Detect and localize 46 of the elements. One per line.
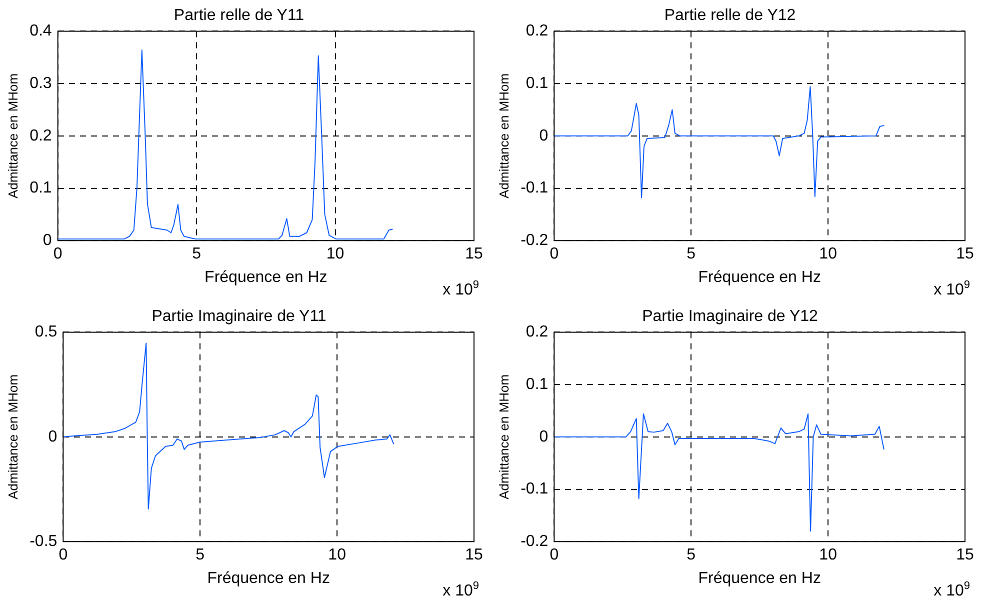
y-tick-label: -0.2 [520, 232, 548, 250]
y-tick-label: 0.4 [30, 22, 52, 40]
x-tick-label: 5 [192, 246, 202, 263]
y-tick-label: 0.3 [30, 74, 52, 92]
y-tick-label: -0.5 [30, 533, 58, 550]
x-axis-title: Fréquence en Hz [698, 570, 821, 587]
x-axis-title: Fréquence en Hz [698, 268, 821, 286]
text: x 10$^{9}$ [934, 278, 970, 299]
x-tick-label: 5 [196, 546, 205, 564]
y-axis-title: Admittance en MHom [496, 374, 512, 500]
y-tick-label: 0.2 [526, 22, 548, 40]
x-axis-title: Fréquence en Hz [207, 570, 330, 587]
x-tick-label: 10 [819, 546, 838, 564]
x-tick-label: 15 [465, 546, 483, 564]
y-tick-label: -0.1 [520, 480, 548, 498]
chart-title: Partie Imaginaire de Y12 [642, 308, 818, 326]
y-tick-label: 0 [48, 428, 58, 446]
y-tick-label: 0.1 [30, 180, 52, 197]
y-tick-label: 0.5 [34, 324, 58, 341]
x-tick-label: 15 [956, 546, 974, 564]
x-tick-label: 5 [686, 246, 696, 263]
y-axis-title: Admittance en MHom [5, 73, 20, 198]
chart-title: Partie relle de Y11 [174, 7, 304, 24]
text: x 10$^{9}$ [442, 278, 479, 299]
chart-title: Partie relle de Y12 [664, 7, 796, 24]
y-tick-label: 0.2 [30, 127, 52, 144]
y-tick-label: 0.1 [526, 74, 548, 92]
y-axis-title: Admittance en MHom [496, 73, 512, 198]
x-tick-label: 10 [326, 246, 344, 263]
x-tick-label: 15 [465, 246, 483, 263]
y-axis-title: Admittance en MHom [5, 374, 20, 500]
x-axis-title: Fréquence en Hz [204, 268, 328, 286]
y-tick-label: 0.2 [526, 324, 548, 341]
y-tick-label: -0.1 [520, 180, 548, 197]
text: x 10$^{9}$ [442, 580, 479, 600]
y-tick-label: 0 [42, 232, 52, 250]
y-tick-label: -0.2 [520, 533, 548, 550]
x-tick-label: 10 [328, 546, 346, 564]
y-tick-label: 0 [539, 127, 548, 144]
chart-title: Partie Imaginaire de Y11 [152, 308, 326, 326]
x-tick-label: 5 [686, 546, 696, 564]
y-tick-label: 0.1 [526, 376, 548, 393]
y-tick-label: 0 [539, 428, 548, 446]
x-tick-label: 10 [819, 246, 838, 263]
x-tick-label: 15 [956, 246, 974, 263]
text: x 10$^{9}$ [934, 580, 970, 600]
